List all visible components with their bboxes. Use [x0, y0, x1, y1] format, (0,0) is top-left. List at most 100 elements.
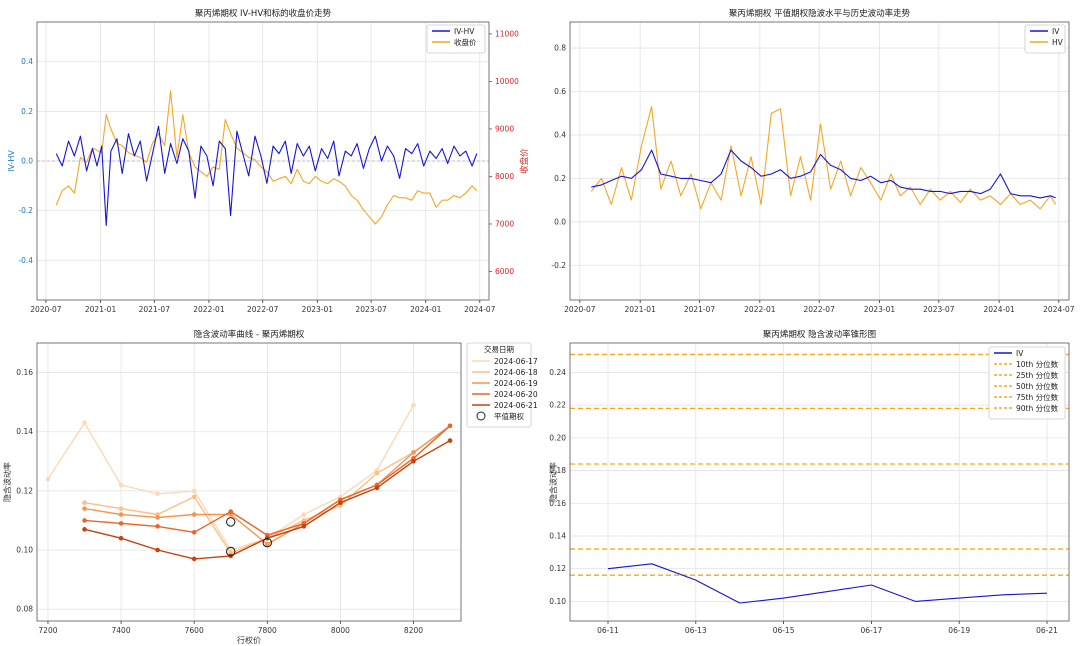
c3-series-point — [411, 402, 416, 408]
c4-y-tick-label: 0.24 — [549, 368, 566, 377]
c4-y-tick-label: 0.18 — [549, 466, 566, 475]
c3-series-point — [411, 450, 416, 455]
c4-legend-label: 25th 分位数 — [1016, 370, 1059, 380]
c1-plot-frame — [36, 21, 490, 301]
c3-series-point — [374, 485, 380, 491]
c3-series-point — [118, 482, 124, 488]
c3-series-point — [45, 476, 51, 482]
c1-y2-tick-label: 6000 — [495, 267, 514, 276]
c2-x-tick-label: 2023-01 — [864, 305, 896, 314]
c3-series-point — [191, 494, 197, 500]
c1-y-axis-label: IV-HV — [7, 150, 16, 172]
c1-y-tick-label: 0.4 — [21, 57, 33, 66]
c4-series-iv-line — [607, 563, 1048, 604]
c4-x-tick-label: 06-17 — [861, 626, 883, 635]
c2-legend-label: IV — [1052, 27, 1060, 36]
c3-legend-label: 2024-06-21 — [494, 401, 538, 410]
chart-iv-hv: 2020-07 2021-01 2021-07 2022-01 2022-07 2023-… — [551, 8, 1074, 314]
c3-series-point — [118, 506, 124, 511]
c4-legend-label: 10th 分位数 — [1016, 359, 1059, 369]
c2-legend — [1024, 24, 1066, 54]
c4-y-tick-label: 0.12 — [549, 564, 566, 573]
c4-x-tick-label: 06-19 — [948, 626, 970, 635]
c3-series-point — [191, 529, 197, 535]
c1-y2-tick-label: 10000 — [495, 77, 519, 86]
c1-y-tick-label: 0.0 — [21, 157, 33, 166]
c3-atm-marker — [262, 537, 273, 548]
chart-iv-smile: 7200 7400 7600 7800 8000 8200 0.08 0.10 0.12 0.14… — [2, 329, 538, 645]
c4-y-axis-label: 隐含波动率 — [548, 462, 558, 502]
c3-legend-label: 2024-06-17 — [494, 357, 538, 366]
c4-title: 聚丙烯期权 隐含波动率锥形图 — [763, 329, 876, 340]
c4-y-tick-label: 0.16 — [549, 499, 566, 508]
c1-x-tick-label: 2022-01 — [193, 305, 225, 314]
c3-x-tick-label: 8000 — [331, 626, 350, 635]
c3-series-point — [82, 500, 87, 506]
c4-x-tick-label: 06-13 — [685, 626, 707, 635]
c3-legend-label: 2024-06-18 — [494, 368, 538, 377]
c2-series-iv-line — [591, 149, 1056, 199]
c2-y-tick-label: 0.6 — [554, 87, 566, 96]
c1-legend-label: 收盘价 — [454, 37, 477, 47]
c2-legend-label: HV — [1052, 38, 1064, 47]
c2-y-tick-label: 0.8 — [554, 44, 566, 53]
c3-y-axis-label: 隐含波动率 — [2, 462, 12, 502]
c3-y-tick-label: 0.10 — [16, 546, 33, 555]
c3-y-tick-label: 0.08 — [16, 605, 33, 614]
c1-title: 聚丙烯期权 IV-HV和标的收盘价走势 — [195, 8, 332, 19]
c4-y-tick-label: 0.14 — [549, 531, 566, 540]
c3-x-tick-label: 7800 — [258, 626, 277, 635]
c2-x-tick-label: 2022-01 — [744, 305, 776, 314]
c3-series-point — [82, 527, 87, 532]
c1-y-tick-label: -0.4 — [18, 256, 33, 265]
c2-x-tick-label: 2023-07 — [923, 305, 955, 314]
c1-x-tick-label: 2021-07 — [139, 305, 171, 314]
c3-series-point — [191, 488, 197, 494]
c3-series-point — [155, 547, 160, 553]
c3-series-point — [301, 512, 307, 517]
c3-series-line — [47, 404, 415, 551]
c3-series-point — [228, 509, 234, 514]
c1-y2-tick-label: 9000 — [495, 124, 514, 133]
c3-atm-marker — [225, 546, 236, 557]
c4-legend-label: IV — [1016, 349, 1024, 358]
c1-x-tick-label: 2023-01 — [302, 305, 334, 314]
c1-legend-label: IV-HV — [454, 27, 475, 36]
c3-series-point — [155, 491, 160, 497]
c2-x-tick-label: 2021-01 — [624, 305, 656, 314]
c3-series-point — [191, 512, 197, 517]
c4-legend-label: 50th 分位数 — [1016, 381, 1059, 391]
c2-title: 聚丙烯期权 平值期权隐波水平与历史波动率走势 — [729, 8, 911, 19]
c4-legend-label: 75th 分位数 — [1016, 392, 1059, 402]
c3-legend-label: 平值期权 — [494, 411, 524, 421]
c4-y-tick-label: 0.10 — [549, 597, 566, 606]
chart-iv-cone: 06-11 06-13 06-15 06-17 06-19 06-21 0.10 0.12 0.… — [548, 329, 1070, 635]
c3-series-point — [82, 518, 87, 523]
c3-series-point — [264, 541, 270, 547]
c3-series-point — [338, 500, 343, 506]
c1-x-tick-label: 2024-07 — [464, 305, 496, 314]
c1-x-tick-label: 2024-01 — [410, 305, 442, 314]
chart-ivhv-close: 2020-07 2021-01 2021-07 2022-01 2022-07 2023-… — [7, 8, 530, 314]
c1-legend — [426, 24, 486, 54]
c3-series-point — [191, 556, 197, 562]
c2-x-tick-label: 2020-07 — [564, 305, 596, 314]
c2-x-tick-label: 2021-07 — [684, 305, 716, 314]
c3-series-point — [82, 506, 87, 511]
c3-series-point — [118, 535, 124, 541]
c4-plot-frame — [569, 342, 1070, 622]
c2-y-tick-label: 0.2 — [554, 174, 566, 183]
c3-x-tick-label: 8200 — [404, 626, 423, 635]
c3-legend-title: 交易日期 — [484, 344, 514, 354]
c3-legend-marker — [476, 411, 486, 421]
c2-x-tick-label: 2024-07 — [1043, 305, 1075, 314]
c2-y-tick-label: 0.4 — [554, 130, 566, 139]
c3-y-tick-label: 0.12 — [16, 486, 33, 495]
c4-y-tick-label: 0.22 — [549, 401, 566, 410]
c3-series-point — [447, 438, 453, 443]
c3-x-tick-label: 7600 — [185, 626, 204, 635]
c3-title: 隐含波动率曲线 - 聚丙烯期权 — [194, 329, 305, 340]
c3-series-point — [118, 512, 124, 517]
c4-legend-label: 90th 分位数 — [1016, 403, 1059, 413]
